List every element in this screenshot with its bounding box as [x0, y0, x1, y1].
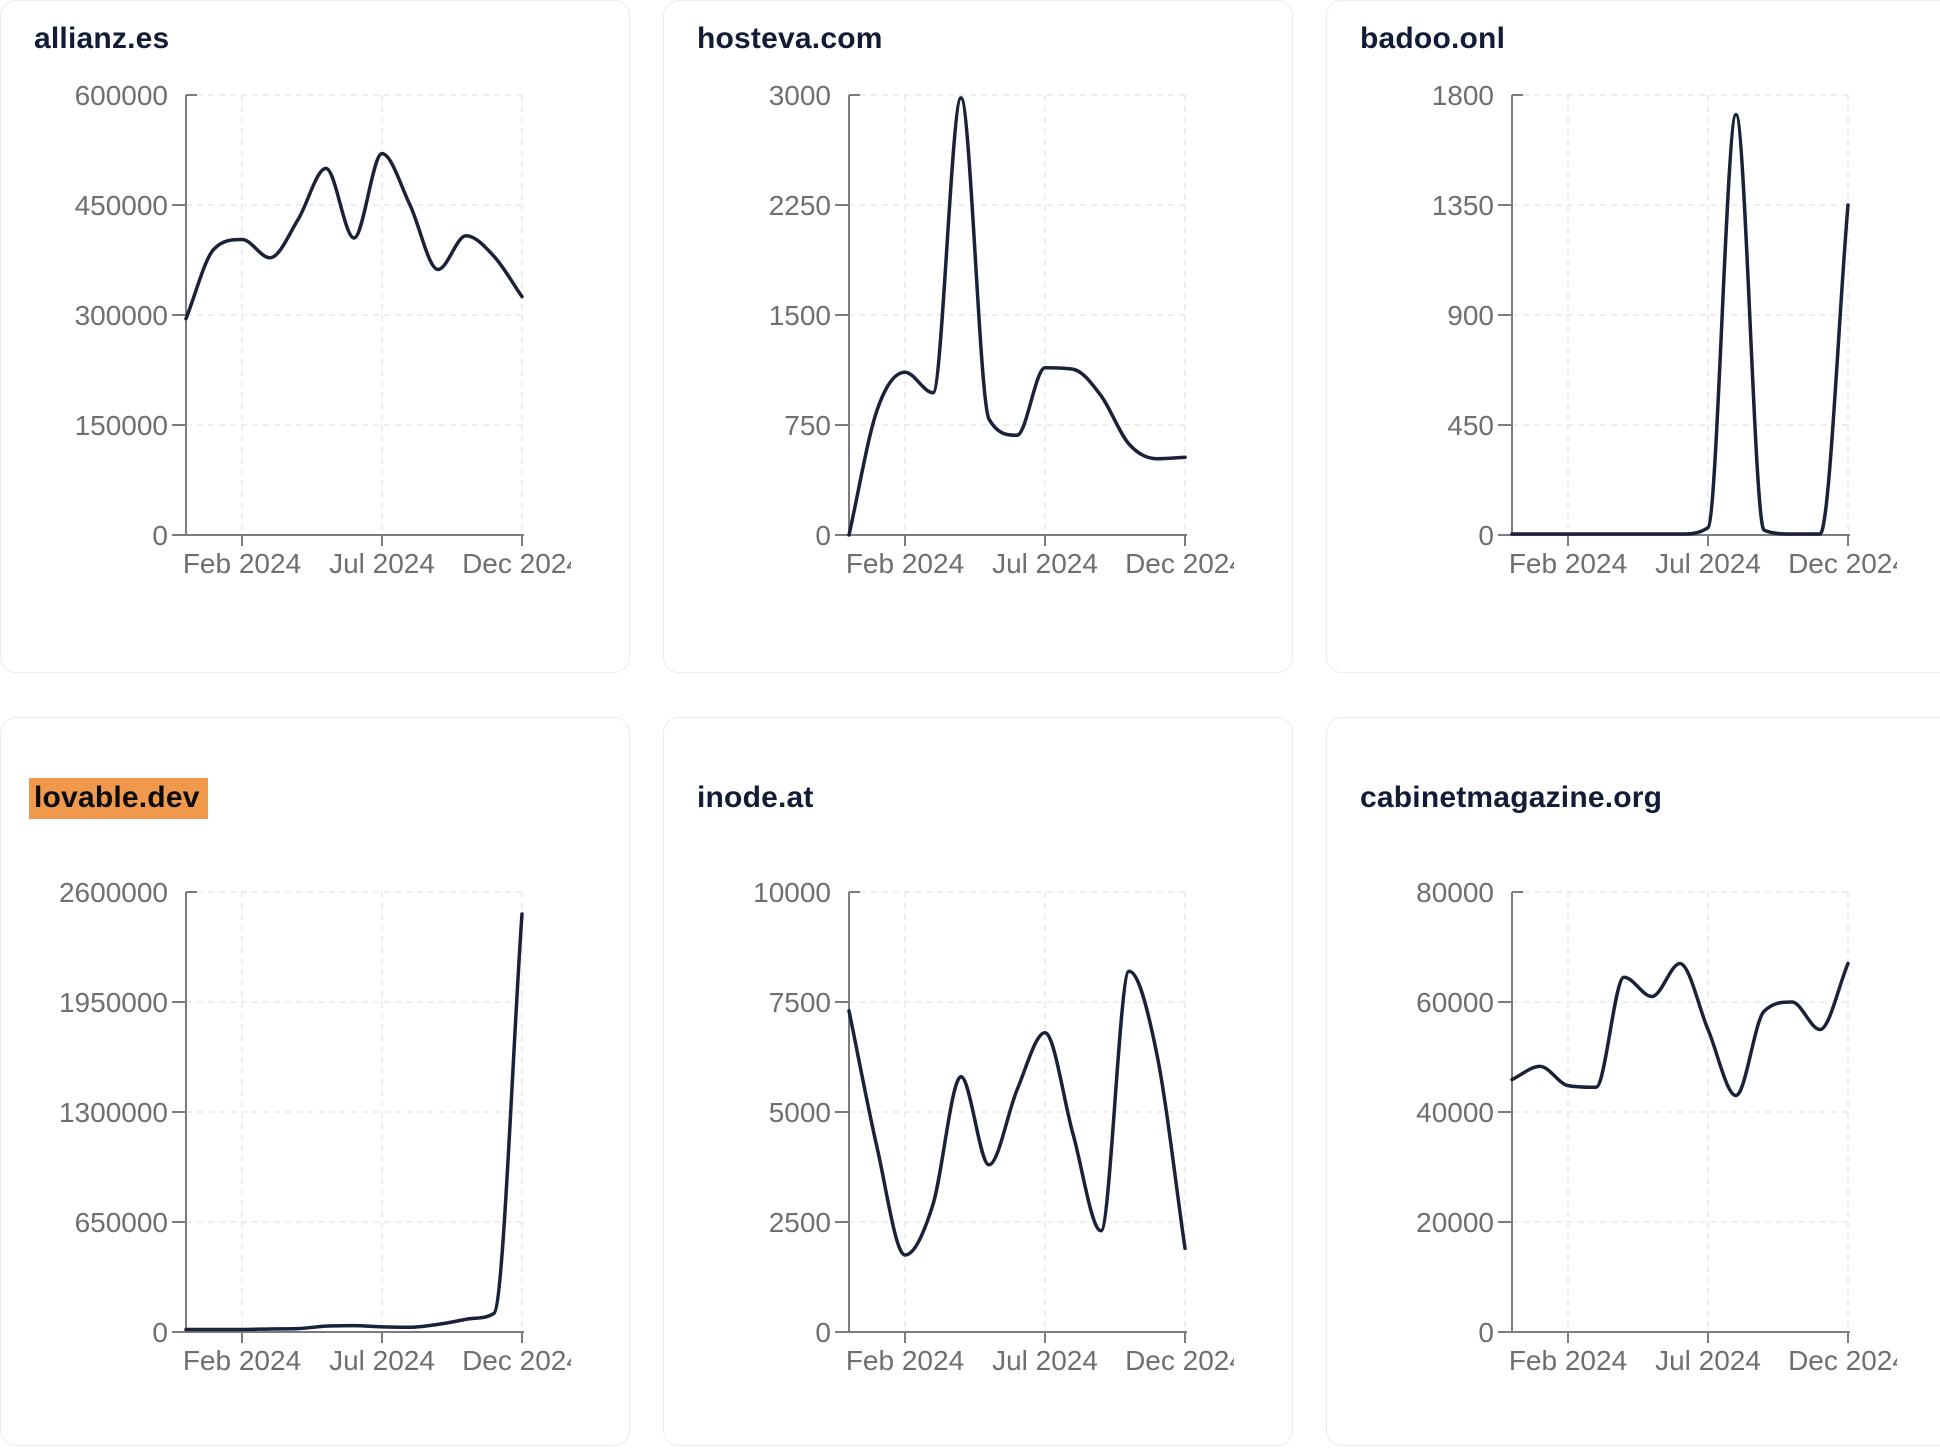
- card-title-row: badoo.onl: [1360, 21, 1940, 57]
- traffic-line-chart: 0 2500 5000 7500 10000 Feb 2024 Jul 2024 Dec 20…: [753, 877, 1234, 1376]
- domain-chart-card: hosteva.com 0 750 1500 2250 3000 Feb 2024 Jul …: [663, 0, 1293, 673]
- y-tick-label: 5000: [769, 1097, 831, 1128]
- domain-chart-card: lovable.dev 0 650000 1300000 1950000 2600000…: [0, 717, 630, 1446]
- series-line: [184, 912, 524, 1332]
- y-tick-label: 20000: [1416, 1207, 1494, 1238]
- y-tick-label: 1350: [1432, 190, 1494, 221]
- card-title-row: allianz.es: [34, 21, 629, 57]
- y-tick-label: 0: [815, 1317, 831, 1348]
- domain-chart-card: inode.at 0 2500 5000 7500 10000 Feb 2024 Jul 2…: [663, 717, 1293, 1446]
- y-tick-label: 900: [1447, 300, 1494, 331]
- x-tick-label: Feb 2024: [846, 548, 964, 579]
- x-tick-label: Dec 2024: [1125, 1345, 1234, 1376]
- y-tick-label: 0: [1478, 1317, 1494, 1348]
- y-tick-label: 40000: [1416, 1097, 1494, 1128]
- domain-chart-card: allianz.es 0 150000 300000 450000 600000 Feb …: [0, 0, 630, 673]
- x-tick-label: Jul 2024: [992, 548, 1098, 579]
- y-tick-label: 0: [1478, 520, 1494, 551]
- traffic-line-chart: 0 150000 300000 450000 600000 Feb 2024 Jul 202…: [75, 80, 571, 579]
- x-tick-label: Jul 2024: [329, 1345, 435, 1376]
- series-line: [1510, 112, 1850, 536]
- x-tick-label: Jul 2024: [992, 1345, 1098, 1376]
- y-tick-label: 450: [1447, 410, 1494, 441]
- x-tick-label: Feb 2024: [1509, 1345, 1627, 1376]
- y-tick-label: 0: [152, 520, 168, 551]
- y-tick-label: 80000: [1416, 877, 1494, 908]
- x-tick-label: Feb 2024: [1509, 548, 1627, 579]
- y-tick-label: 2500: [769, 1207, 831, 1238]
- y-tick-label: 1500: [769, 300, 831, 331]
- y-tick-label: 600000: [75, 80, 168, 111]
- x-tick-label: Dec 2024: [1125, 548, 1234, 579]
- x-tick-label: Jul 2024: [1655, 1345, 1761, 1376]
- card-title-row: cabinetmagazine.org: [1360, 780, 1940, 816]
- y-tick-label: 2600000: [59, 877, 168, 908]
- y-tick-label: 7500: [769, 987, 831, 1018]
- card-title-row: lovable.dev: [29, 778, 629, 819]
- traffic-line-chart: 0 450 900 1350 1800 Feb 2024 Jul 2024 Dec 2024: [1432, 80, 1897, 579]
- domain-chart-card: badoo.onl 0 450 900 1350 1800 Feb 2024 Jul 202…: [1326, 0, 1940, 673]
- domain-chart-card: cabinetmagazine.org 0 20000 40000 60000 8000…: [1326, 717, 1940, 1446]
- x-tick-label: Jul 2024: [1655, 548, 1761, 579]
- y-tick-label: 60000: [1416, 987, 1494, 1018]
- x-tick-label: Feb 2024: [183, 548, 301, 579]
- card-title-row: inode.at: [697, 780, 1292, 816]
- series-line: [847, 969, 1187, 1257]
- series-line: [847, 96, 1187, 537]
- chart-title: badoo.onl: [1360, 22, 1506, 55]
- x-tick-label: Feb 2024: [183, 1345, 301, 1376]
- x-tick-label: Dec 2024: [462, 548, 571, 579]
- chart-title: inode.at: [697, 781, 814, 814]
- y-tick-label: 2250: [769, 190, 831, 221]
- y-tick-label: 0: [152, 1317, 168, 1348]
- y-tick-label: 300000: [75, 300, 168, 331]
- chart-title: allianz.es: [34, 22, 170, 55]
- y-tick-label: 0: [815, 520, 831, 551]
- y-tick-label: 3000: [769, 80, 831, 111]
- chart-title: lovable.dev: [29, 778, 208, 819]
- x-tick-label: Jul 2024: [329, 548, 435, 579]
- y-tick-label: 150000: [75, 410, 168, 441]
- series-line: [184, 151, 524, 321]
- x-tick-label: Dec 2024: [1788, 548, 1897, 579]
- x-tick-label: Feb 2024: [846, 1345, 964, 1376]
- y-tick-label: 1800: [1432, 80, 1494, 111]
- chart-title: hosteva.com: [697, 22, 883, 55]
- traffic-line-chart: 0 750 1500 2250 3000 Feb 2024 Jul 2024 Dec 2024: [769, 80, 1234, 579]
- y-tick-label: 1300000: [59, 1097, 168, 1128]
- traffic-line-chart: 0 20000 40000 60000 80000 Feb 2024 Jul 2024 Dec…: [1416, 877, 1897, 1376]
- y-tick-label: 750: [784, 410, 831, 441]
- y-tick-label: 450000: [75, 190, 168, 221]
- traffic-line-chart: 0 650000 1300000 1950000 2600000 Feb 2024 Jul …: [59, 877, 571, 1376]
- y-tick-label: 1950000: [59, 987, 168, 1018]
- x-tick-label: Dec 2024: [462, 1345, 571, 1376]
- y-tick-label: 10000: [753, 877, 831, 908]
- series-line: [1510, 961, 1850, 1098]
- chart-title: cabinetmagazine.org: [1360, 781, 1663, 814]
- card-title-row: hosteva.com: [697, 21, 1292, 57]
- x-tick-label: Dec 2024: [1788, 1345, 1897, 1376]
- y-tick-label: 650000: [75, 1207, 168, 1238]
